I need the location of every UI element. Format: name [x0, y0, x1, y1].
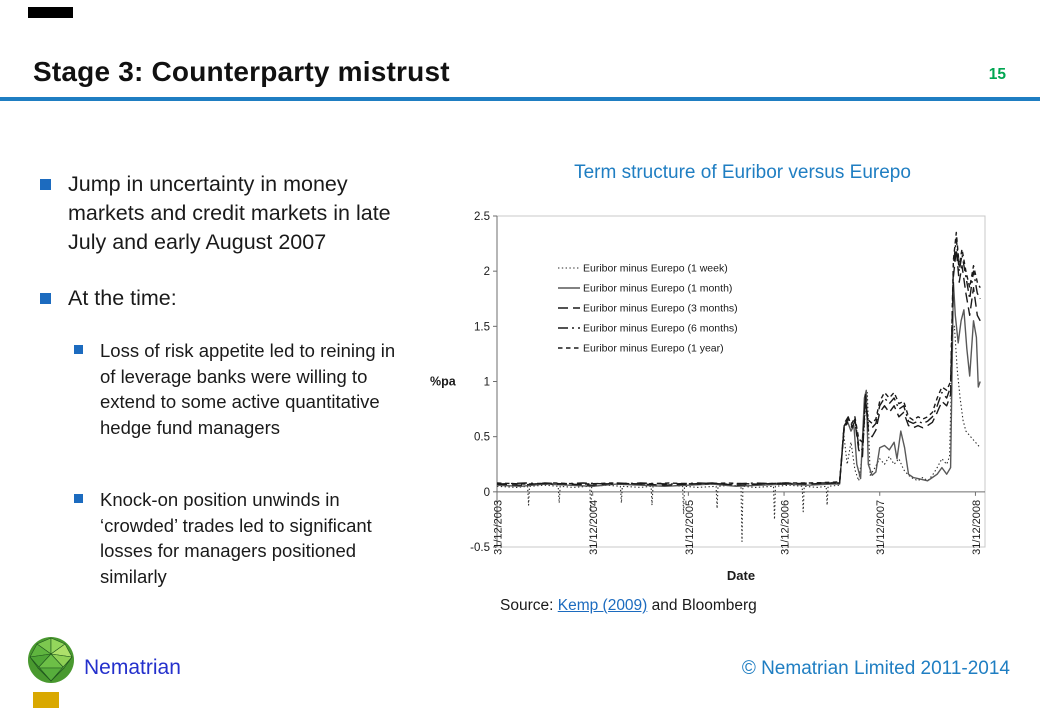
chart-plot: 2.5 2 1.5 1 0.5 0 -0.5 31/12/2003 31/12/2004 31/1… [430, 211, 986, 583]
y-axis-title: %pa [430, 375, 457, 389]
bullet-square-icon [40, 293, 51, 304]
bullet-item-2-text: At the time: [68, 286, 177, 310]
bullet-item-2: At the time: [40, 284, 440, 313]
sub-bullet-1-text: Loss of risk appetite led to reining in … [100, 340, 396, 438]
copyright-text: © Nematrian Limited 2011-2014 [741, 658, 1010, 679]
x-tick-label: 31/12/2004 [588, 500, 600, 555]
legend-label-1: Euribor minus Eurepo (1 month) [583, 283, 732, 295]
page-title: Stage 3: Counterparty mistrust [33, 56, 450, 87]
brand-name: Nematrian [84, 656, 181, 679]
series-line-4 [496, 231, 981, 485]
bullet-square-icon [74, 494, 83, 503]
y-tick-label: 0 [484, 487, 490, 499]
bullet-square-icon [74, 345, 83, 354]
bullet-square-icon [40, 179, 51, 190]
title-underline [0, 97, 1040, 101]
x-tick-label: 31/12/2008 [971, 500, 983, 555]
x-tick-label: 31/12/2003 [493, 500, 505, 555]
top-left-mark [28, 7, 73, 18]
legend-label-2: Euribor minus Eurepo (3 months) [583, 303, 738, 315]
y-tick-label: 1.5 [474, 321, 490, 333]
page-number: 15 [988, 66, 1006, 83]
nematrian-logo-icon [28, 637, 74, 683]
x-tick-label: 31/12/2007 [875, 500, 887, 555]
y-tick-label: -0.5 [470, 542, 490, 554]
x-tick-label: 31/12/2006 [780, 500, 792, 555]
legend-label-4: Euribor minus Eurepo (1 year) [583, 343, 724, 355]
bullet-item-1-text: Jump in uncertainty in money markets and… [68, 172, 391, 254]
y-tick-label: 1 [484, 377, 490, 389]
source-line: Source: Kemp (2009) and Bloomberg [500, 597, 757, 615]
source-link-kemp[interactable]: Kemp (2009) [557, 597, 648, 614]
sub-bullet-2-text: Knock-on position unwinds in ‘crowded’ t… [100, 489, 372, 587]
source-suffix: and Bloomberg [647, 597, 757, 614]
x-axis-title: Date [727, 568, 755, 583]
y-tick-label: 2 [484, 266, 490, 278]
series-line-1 [496, 281, 981, 487]
series-line-3 [496, 237, 981, 485]
legend-label-0: Euribor minus Eurepo (1 week) [583, 263, 728, 275]
series-line-2 [496, 248, 981, 486]
series-line-0 [496, 325, 981, 543]
y-tick-label: 0.5 [474, 432, 490, 444]
sub-bullet-2: Knock-on position unwinds in ‘crowded’ t… [74, 487, 434, 589]
plot-border [496, 215, 986, 548]
bullet-item-1: Jump in uncertainty in money markets and… [40, 170, 440, 257]
legend-label-3: Euribor minus Eurepo (6 months) [583, 323, 738, 335]
chart-title: Term structure of Euribor versus Eurepo [574, 162, 911, 183]
source-prefix: Source: [500, 597, 558, 614]
sub-bullet-1: Loss of risk appetite led to reining in … [74, 338, 434, 440]
x-tick-label: 31/12/2005 [684, 500, 696, 555]
gold-corner-mark [33, 692, 59, 708]
y-tick-label: 2.5 [474, 211, 490, 223]
